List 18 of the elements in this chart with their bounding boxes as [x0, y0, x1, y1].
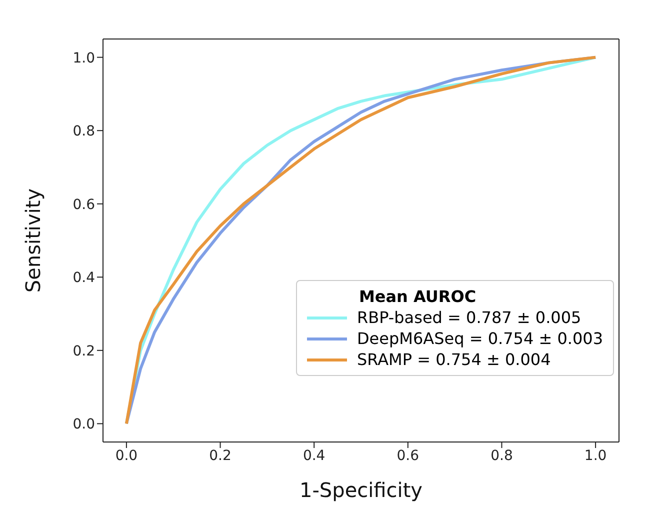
y-tick-label: 0.4 — [72, 270, 96, 286]
x-tick-label: 0.8 — [490, 448, 513, 464]
legend-label: RBP-based = 0.787 ± 0.005 — [356, 308, 582, 327]
legend-label: DeepM6ASeq = 0.754 ± 0.003 — [356, 329, 603, 348]
legend-label: SRAMP = 0.754 ± 0.004 — [356, 350, 551, 369]
y-axis-title: Sensitivity — [21, 188, 46, 293]
x-tick-label: 0.4 — [302, 448, 326, 464]
x-tick-label: 0.0 — [115, 448, 138, 464]
y-tick-label: 0.6 — [72, 196, 96, 213]
y-tick-label: 0.0 — [72, 416, 95, 433]
x-tick-label: 0.6 — [396, 448, 420, 464]
y-tick-label: 1.0 — [72, 50, 95, 66]
x-axis-title: 1-Specificity — [299, 478, 423, 502]
x-tick-label: 0.2 — [209, 448, 232, 464]
y-tick-label: 0.8 — [72, 124, 95, 140]
y-tick-label: 0.2 — [72, 343, 95, 360]
x-tick-label: 1.0 — [584, 448, 607, 464]
legend-title: Mean AUROC — [358, 287, 478, 306]
